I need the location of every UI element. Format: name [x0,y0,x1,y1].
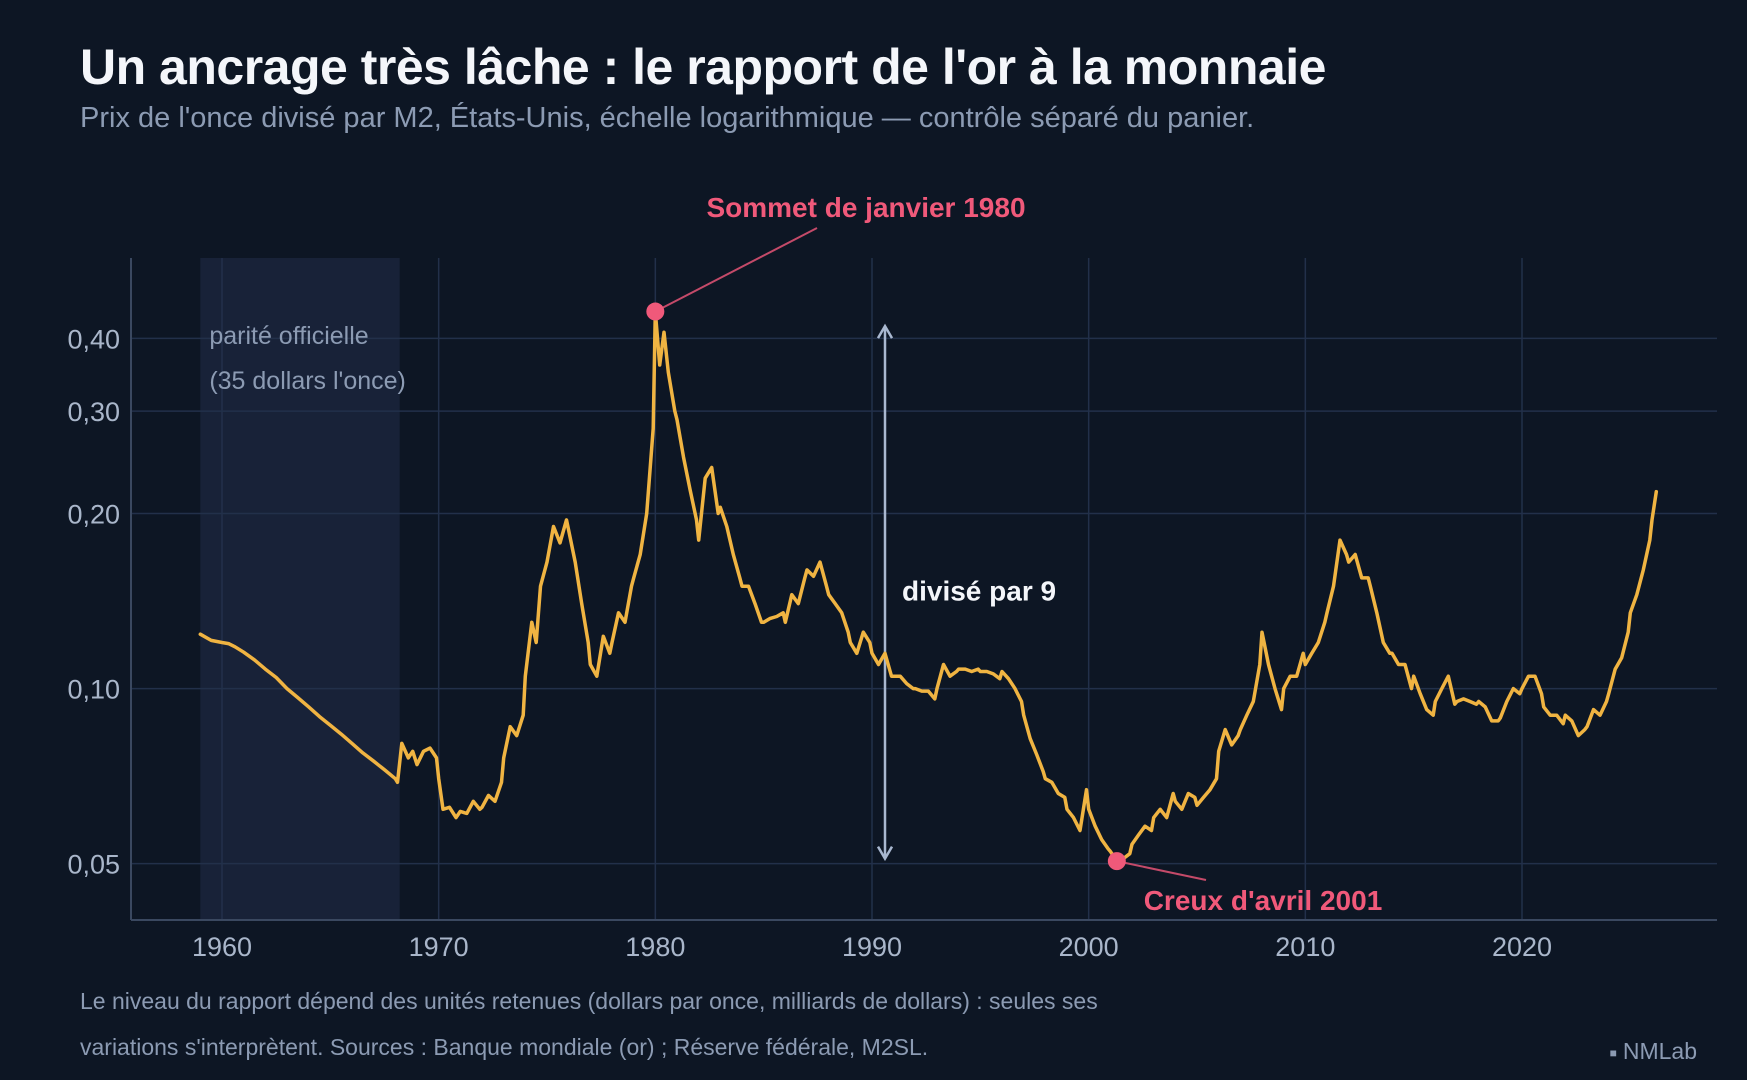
peak-leader-line [654,227,818,313]
y-tick-label: 0,20 [67,500,120,530]
chart-subtitle: Prix de l'once divisé par M2, États-Unis… [80,102,1255,134]
x-tick-label: 1960 [192,932,252,962]
chart-title: Un ancrage très lâche : le rapport de l'… [80,39,1326,95]
source-note-line-2: variations s'interprètent. Sources : Ban… [80,1034,929,1060]
trough-leader-line [1116,860,1207,881]
ratio-arrow-head-bottom [876,846,894,862]
ratio-arrow-head-top [876,323,894,339]
x-tick-label: 2000 [1059,932,1119,962]
parity-period-label: (35 dollars l'once) [209,367,406,395]
y-tick-label: 0,10 [67,675,120,705]
y-tick-label: 0,05 [67,850,120,880]
source-note-line-1: Le niveau du rapport dépend des unités r… [80,988,1098,1014]
trough-annotation-label: Creux d'avril 2001 [1144,885,1383,916]
trough-marker [1107,852,1126,871]
parity-period-band [200,258,400,920]
peak-annotation-label: Sommet de janvier 1980 [706,192,1025,223]
parity-period-label: parité officielle [209,322,368,350]
series-line [198,309,1659,863]
x-tick-label: 1990 [842,932,902,962]
brand-name: NMLab [1622,1038,1697,1064]
brand-square-icon: ■ [1609,1045,1617,1060]
x-tick-label: 1970 [409,932,469,962]
source-note: Le niveau du rapport dépend des unités r… [80,978,1098,1070]
x-tick-label: 1980 [625,932,685,962]
y-tick-label: 0,30 [67,397,120,427]
peak-marker [646,302,665,321]
brand-label: ■ NMLab [1610,1038,1697,1065]
x-tick-label: 2020 [1492,932,1552,962]
x-tick-label: 2010 [1275,932,1335,962]
y-tick-label: 0,40 [67,324,120,354]
ratio-annotation-label: divisé par 9 [902,575,1056,606]
